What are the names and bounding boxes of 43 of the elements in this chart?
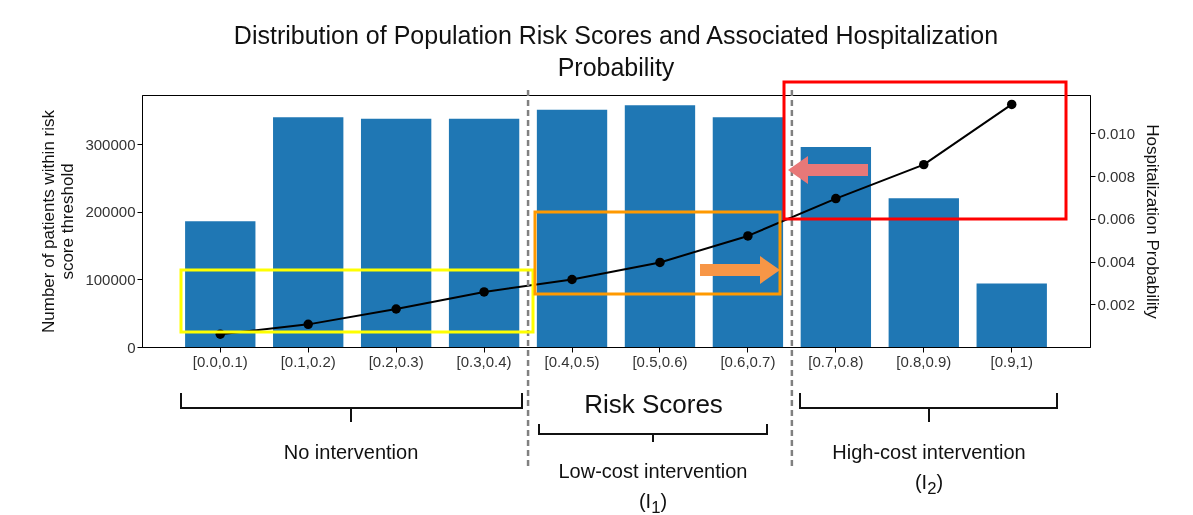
point (303, 319, 313, 330)
y2-axis-title: Hospitalization Probability (1143, 124, 1163, 320)
y2-tick-label: 0.010 (1097, 124, 1136, 142)
x-tick-label: [0.2,0.3) (368, 352, 424, 370)
y-tick-label: 300000 (85, 135, 136, 153)
bar (448, 118, 520, 347)
y-tick-label: 200000 (85, 203, 136, 221)
point (479, 287, 489, 297)
x-tick-label: [0.6,0.7) (720, 352, 776, 370)
point (919, 159, 929, 170)
x-tick-label: [0.9,1) (990, 352, 1033, 370)
bar (273, 117, 344, 347)
point (655, 257, 665, 268)
point (831, 193, 841, 204)
x-tick-label: [0.0,0.1) (192, 352, 248, 370)
point (1006, 99, 1017, 110)
bar (360, 118, 432, 347)
y-tick-label: 0 (127, 338, 136, 356)
bar (976, 283, 1047, 347)
point (391, 304, 401, 314)
y-axis-title: Number of patients within risk score threshold (39, 109, 78, 333)
y2-tick-label: 0.008 (1097, 167, 1136, 185)
x-tick-label: [0.8,0.9) (896, 352, 952, 370)
y-tick-label: 100000 (85, 270, 136, 288)
x-tick-label: [0.1,0.2) (280, 352, 336, 370)
text: High-cost intervention (I$_{2}$) (831, 440, 1027, 500)
bar (536, 109, 608, 347)
point (743, 231, 753, 241)
x-tick-label: [0.7,0.8) (808, 352, 864, 370)
y2-tick-label: 0.004 (1097, 253, 1136, 271)
text: No intervention (282, 440, 420, 465)
y2-tick-label: 0.006 (1097, 210, 1136, 228)
bar (624, 105, 696, 347)
x-tick-label: [0.4,0.5) (544, 352, 600, 370)
x-tick-label: [0.3,0.4) (456, 352, 512, 370)
x-tick-label: [0.5,0.6) (632, 352, 688, 370)
bar (185, 221, 256, 347)
x-axis-title: Risk Scores (584, 388, 723, 419)
text: Low-cost intervention (I$_{1}$) (557, 459, 749, 515)
bar (888, 198, 959, 347)
chart-title: Distribution of Population Risk Scores and Associated Hospitalization Probability (233, 21, 999, 81)
point (567, 274, 577, 285)
y2-tick-label: 0.002 (1097, 295, 1136, 313)
